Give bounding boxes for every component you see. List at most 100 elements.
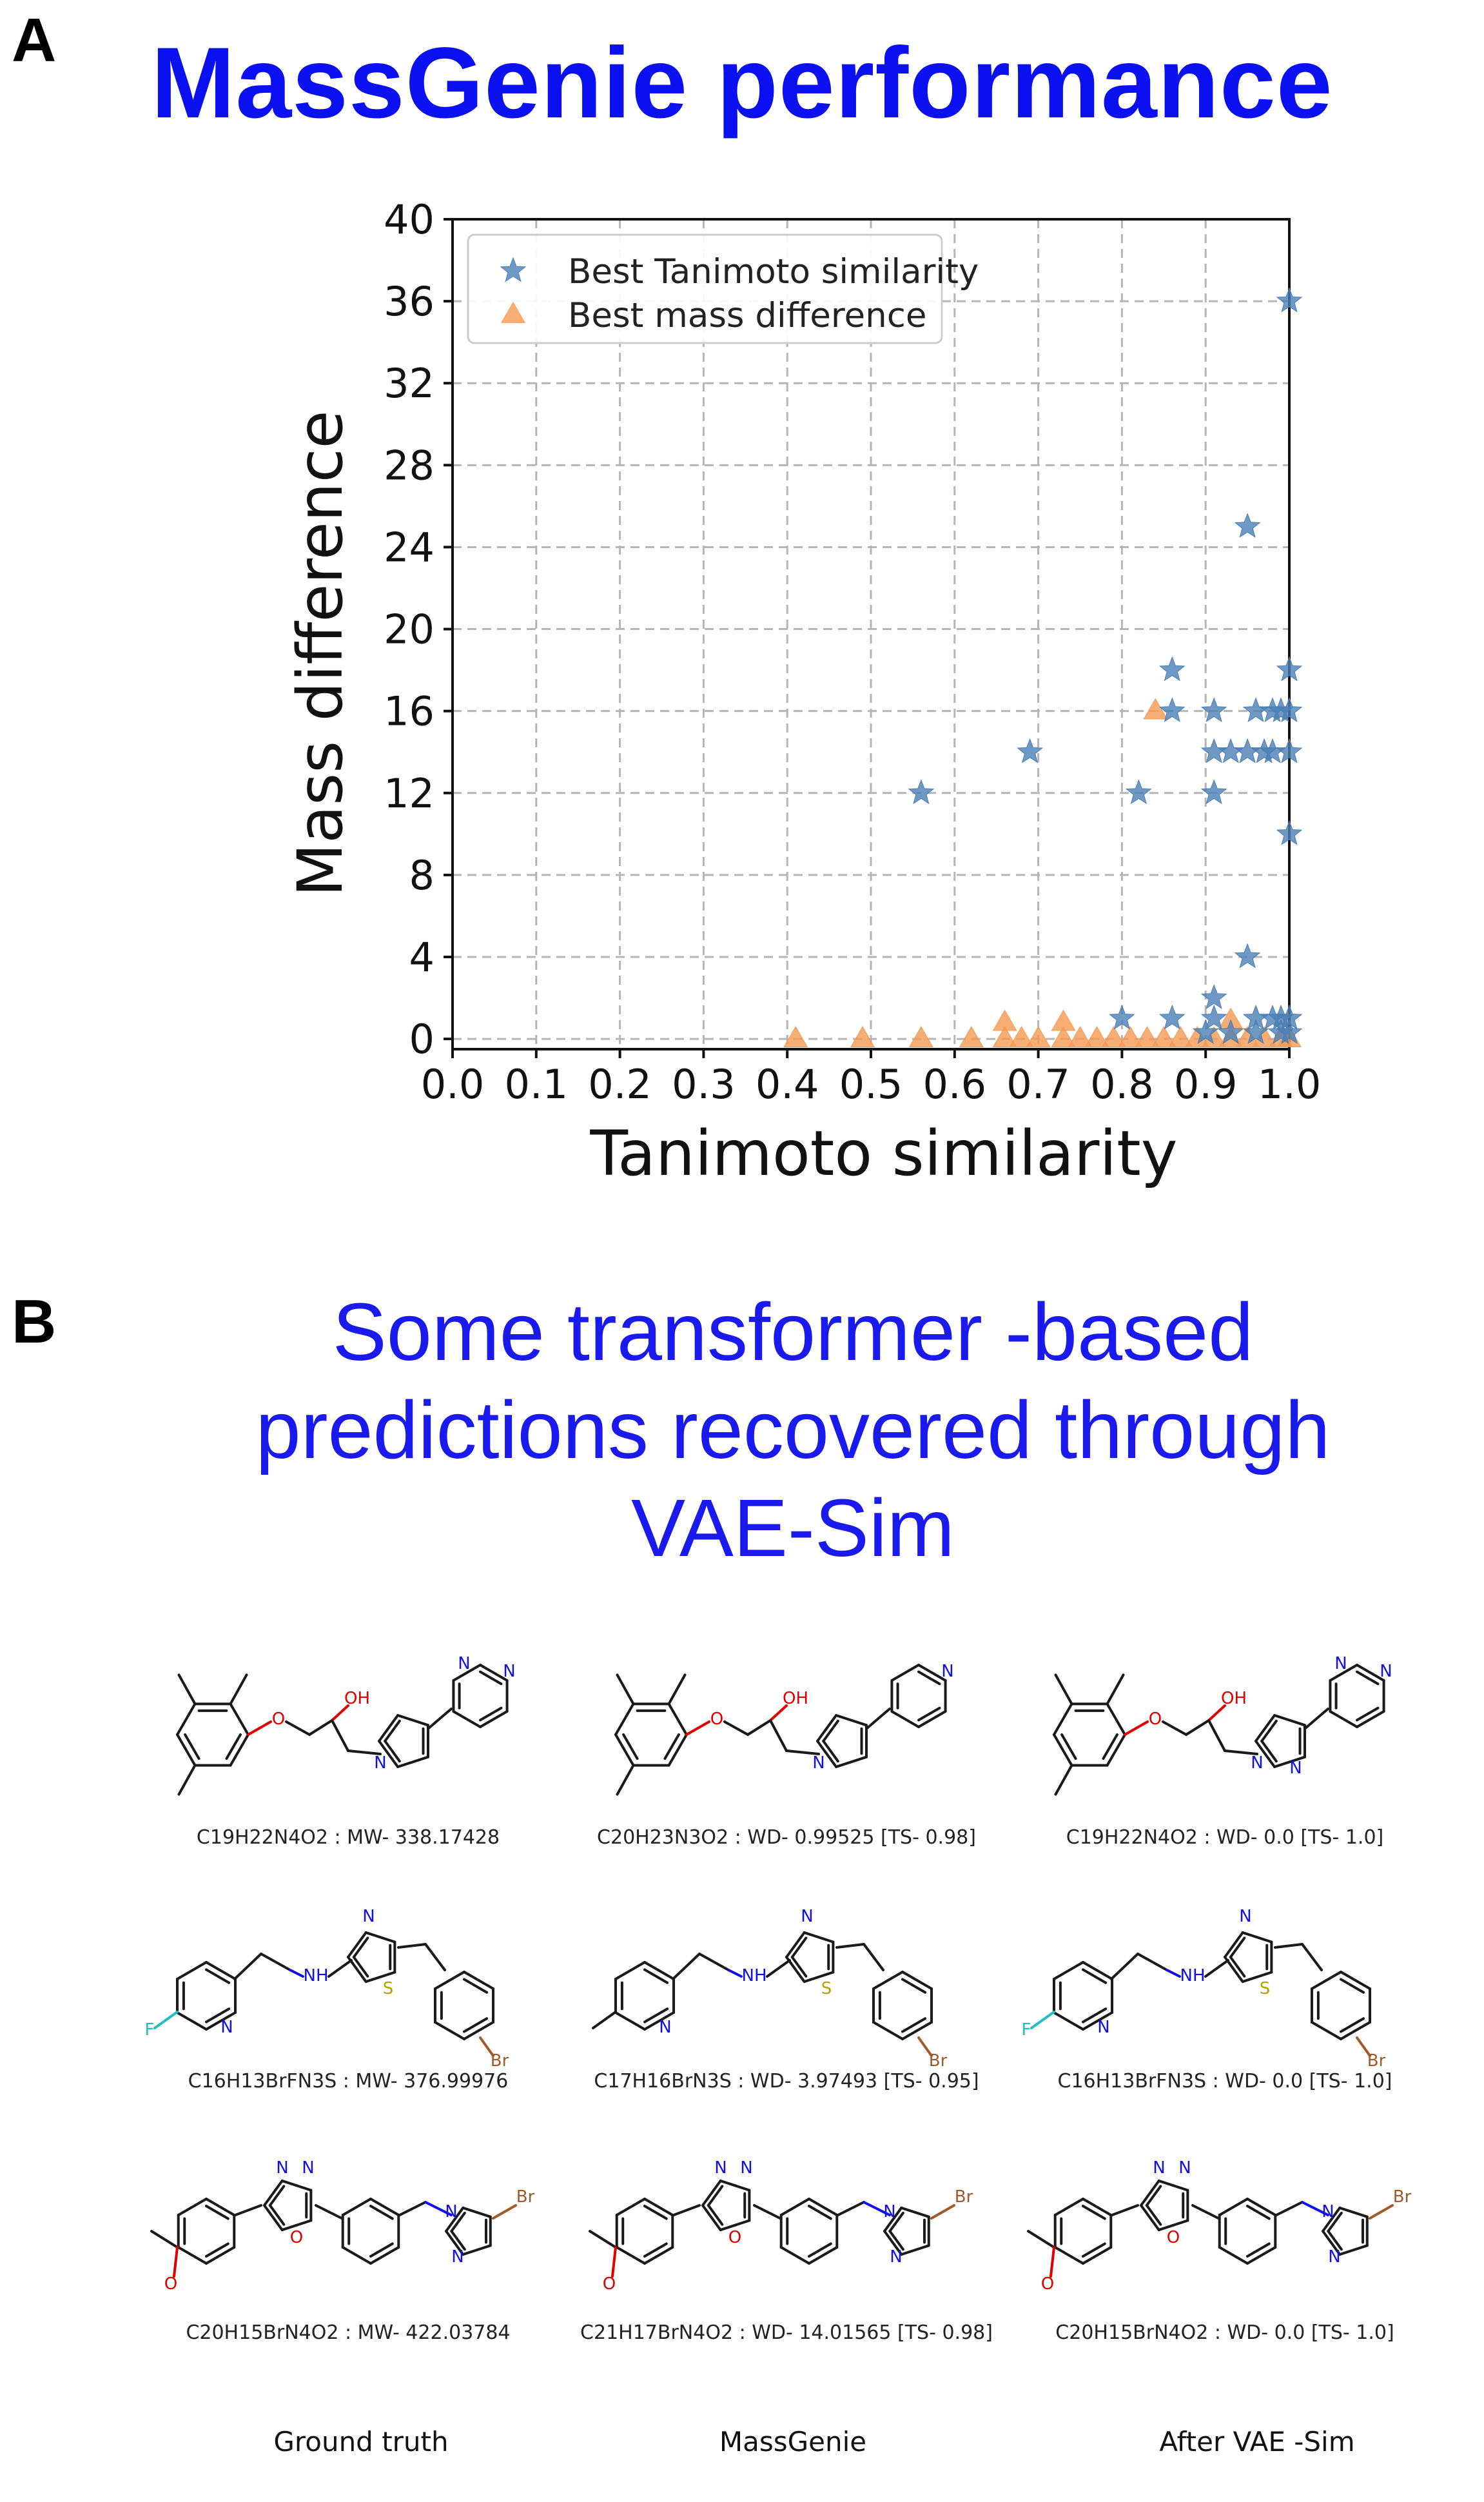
molecule-caption: C20H15BrN4O2 : MW- 422.03784 bbox=[186, 2321, 511, 2344]
atom-s: S bbox=[383, 1979, 394, 1998]
column-label: Ground truth bbox=[273, 2426, 449, 2458]
legend-marker-triangle bbox=[501, 301, 525, 323]
chart-points bbox=[783, 287, 1303, 1047]
point-star bbox=[1158, 1004, 1186, 1030]
chart-axes: 0.0 0.1 0.2 0.3 0.4 0.5 0.6 0.7 0.8 0.9 1.0 0 4 8 12 16… bbox=[284, 196, 1321, 1190]
atom-n: N bbox=[1380, 1662, 1392, 1681]
atom-s: S bbox=[821, 1979, 832, 1998]
molecule-caption: C16H13BrFN3S : WD- 0.0 [TS- 1.0] bbox=[1057, 2070, 1392, 2093]
y-tick-label: 12 bbox=[384, 770, 434, 817]
atom-o: O bbox=[290, 2228, 303, 2247]
point-star bbox=[1200, 779, 1227, 805]
atom-n: N bbox=[1251, 1753, 1263, 1773]
column-label: MassGenie bbox=[719, 2426, 867, 2458]
molecule-caption: C19H22N4O2 : MW- 338.17428 bbox=[196, 1826, 500, 1849]
molecule-caption: C17H16BrN3S : WD- 3.97493 [TS- 0.95] bbox=[594, 2070, 979, 2093]
molecule-caption: C20H23N3O2 : WD- 0.99525 [TS- 0.98] bbox=[597, 1826, 976, 1849]
atom-br: Br bbox=[1393, 2187, 1412, 2207]
x-tick-label: 0.9 bbox=[1174, 1061, 1238, 1108]
point-triangle bbox=[1051, 1026, 1076, 1047]
point-star bbox=[1276, 287, 1303, 313]
point-triangle bbox=[908, 1026, 933, 1047]
atom-nh: NH bbox=[742, 1966, 767, 1985]
y-tick-label: 40 bbox=[384, 196, 434, 243]
y-tick-label: 16 bbox=[384, 688, 434, 735]
atom-n: N bbox=[503, 1662, 515, 1681]
atom-f: F bbox=[145, 2020, 155, 2040]
atom-n: N bbox=[659, 2018, 671, 2037]
atom-nh: NH bbox=[1180, 1966, 1206, 1985]
x-tick-label: 0.2 bbox=[588, 1061, 652, 1108]
atom-n: N bbox=[714, 2158, 727, 2178]
molecule-card: O OH N N N bbox=[135, 1638, 587, 1870]
molecule-caption: C21H17BrN4O2 : WD- 14.01565 [TS- 0.98] bbox=[580, 2321, 993, 2344]
point-star bbox=[1200, 697, 1227, 722]
y-tick-label: 20 bbox=[384, 606, 434, 653]
molecule-card: O OH N N N N bbox=[1012, 1638, 1463, 1870]
point-star bbox=[1125, 779, 1152, 805]
atom-o: O bbox=[710, 1709, 723, 1729]
panel-a-letter: A bbox=[12, 6, 57, 75]
atom-n: N bbox=[890, 2247, 902, 2267]
molecule-caption: C19H22N4O2 : WD- 0.0 [TS- 1.0] bbox=[1066, 1826, 1384, 1849]
scatter-chart: 0.0 0.1 0.2 0.3 0.4 0.5 0.6 0.7 0.8 0.9 1.0 0 4 8 12 16… bbox=[284, 196, 1321, 1190]
molecule-structure: N NH N S Br bbox=[592, 1907, 948, 2071]
point-triangle bbox=[850, 1026, 875, 1047]
molecule-card: O OH N N bbox=[574, 1638, 1025, 1870]
atom-o: O bbox=[272, 1709, 285, 1729]
atom-n: N bbox=[445, 2202, 457, 2221]
atom-n: N bbox=[1328, 2247, 1340, 2267]
legend-label: Best mass difference bbox=[568, 296, 926, 335]
point-triangle bbox=[1101, 1026, 1126, 1047]
atom-o: O bbox=[1149, 1709, 1162, 1729]
atom-n: N bbox=[458, 1654, 470, 1673]
atom-oh: OH bbox=[783, 1689, 808, 1708]
x-tick-label: 0.7 bbox=[1006, 1061, 1070, 1108]
molecule-structure: O OH N N N bbox=[176, 1654, 516, 1796]
point-star bbox=[1276, 738, 1303, 763]
atom-n: N bbox=[302, 2158, 314, 2178]
molecule-structure: N F NH N S Br bbox=[145, 1907, 509, 2071]
point-star bbox=[1217, 1019, 1244, 1044]
legend-marker-star bbox=[500, 257, 527, 282]
point-triangle bbox=[1009, 1026, 1034, 1047]
point-star bbox=[1242, 1019, 1269, 1044]
atom-br: Br bbox=[929, 2051, 948, 2071]
atom-n: N bbox=[801, 1907, 813, 1926]
point-star bbox=[1109, 1004, 1135, 1030]
x-tick-label: 0.3 bbox=[672, 1061, 736, 1108]
point-triangle bbox=[1135, 1026, 1160, 1047]
atom-o: O bbox=[1167, 2228, 1180, 2247]
atom-n: N bbox=[374, 1753, 386, 1773]
atom-oh: OH bbox=[344, 1689, 370, 1708]
y-axis-label: Mass difference bbox=[284, 410, 356, 896]
point-triangle bbox=[1118, 1026, 1143, 1047]
point-star bbox=[1276, 1019, 1303, 1044]
x-tick-label: 1.0 bbox=[1258, 1061, 1322, 1108]
atom-n: N bbox=[1322, 2202, 1334, 2221]
point-star bbox=[1158, 697, 1186, 722]
x-tick-label: 0.4 bbox=[756, 1061, 819, 1108]
x-tick-label: 0.6 bbox=[923, 1061, 986, 1108]
point-triangle bbox=[1168, 1026, 1193, 1047]
atom-n: N bbox=[1289, 1758, 1302, 1778]
atom-o: O bbox=[164, 2274, 177, 2294]
point-star bbox=[1276, 820, 1303, 845]
panel-b-title-line-2: predictions recovered through bbox=[255, 1384, 1331, 1475]
point-star bbox=[1234, 943, 1261, 969]
atom-nh: NH bbox=[304, 1966, 329, 1985]
atom-s: S bbox=[1260, 1979, 1271, 1998]
atom-oh: OH bbox=[1221, 1689, 1247, 1708]
x-tick-label: 0.1 bbox=[504, 1061, 568, 1108]
atom-n: N bbox=[941, 1662, 953, 1681]
y-tick-label: 32 bbox=[384, 360, 434, 407]
x-tick-label: 0.8 bbox=[1090, 1061, 1154, 1108]
atom-br: Br bbox=[516, 2187, 535, 2207]
atom-br: Br bbox=[1367, 2051, 1386, 2071]
panel-b-title-line-1: Some transformer -based bbox=[332, 1286, 1254, 1377]
atom-n: N bbox=[740, 2158, 752, 2178]
point-star bbox=[1200, 984, 1227, 1009]
y-tick-label: 8 bbox=[409, 852, 434, 899]
point-star bbox=[1158, 656, 1186, 682]
